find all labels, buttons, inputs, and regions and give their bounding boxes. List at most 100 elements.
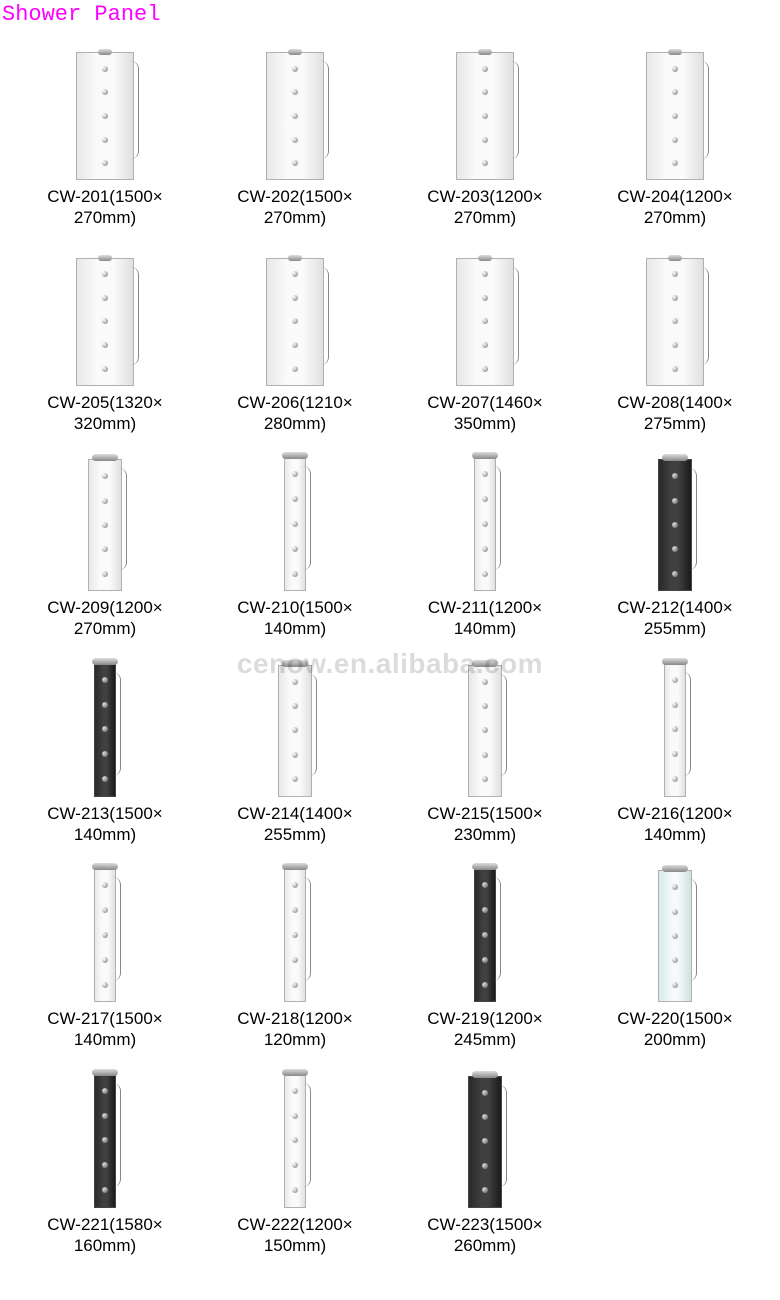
shower-head-icon xyxy=(98,255,112,261)
shower-panel-icon xyxy=(474,868,496,1002)
product-thumb xyxy=(76,241,134,386)
knob-icon xyxy=(102,776,108,782)
product-cell[interactable]: CW-220(1500×200mm) xyxy=(580,857,770,1051)
knob-icon xyxy=(672,295,678,301)
hose-icon xyxy=(113,672,121,776)
product-label-line2: 255mm) xyxy=(237,824,352,845)
product-cell[interactable]: CW-210(1500×140mm) xyxy=(200,446,390,640)
knob-icon xyxy=(292,571,298,577)
shower-head-icon xyxy=(92,454,118,461)
product-cell[interactable]: CW-201(1500×270mm) xyxy=(10,35,200,229)
product-label-line1: CW-205(1320× xyxy=(47,392,162,413)
product-label-line2: 270mm) xyxy=(427,207,542,228)
knob-icon xyxy=(292,521,298,527)
knob-icon xyxy=(482,1187,488,1193)
product-cell[interactable]: CW-213(1500×140mm) xyxy=(10,652,200,846)
shower-head-icon xyxy=(668,49,682,55)
product-cell[interactable]: CW-206(1210×280mm) xyxy=(200,241,390,435)
shower-panel-icon xyxy=(266,52,324,180)
hose-icon xyxy=(499,1085,507,1187)
product-label-line2: 150mm) xyxy=(237,1235,352,1256)
knob-icon xyxy=(292,342,298,348)
product-cell[interactable]: CW-216(1200×140mm) xyxy=(580,652,770,846)
product-label: CW-222(1200×150mm) xyxy=(237,1214,352,1257)
product-cell[interactable]: CW-205(1320×320mm) xyxy=(10,241,200,435)
knob-icon xyxy=(292,932,298,938)
knob-icon xyxy=(672,884,678,890)
product-cell[interactable]: CW-207(1460×350mm) xyxy=(390,241,580,435)
product-label-line2: 280mm) xyxy=(237,413,352,434)
knob-icon xyxy=(482,137,488,143)
product-cell[interactable]: CW-208(1400×275mm) xyxy=(580,241,770,435)
product-cell[interactable]: CW-222(1200×150mm) xyxy=(200,1063,390,1257)
product-label: CW-211(1200×140mm) xyxy=(428,597,542,640)
product-label: CW-214(1400×255mm) xyxy=(237,803,352,846)
hose-icon xyxy=(119,468,127,570)
shower-panel-icon xyxy=(474,457,496,591)
product-cell[interactable]: CW-211(1200×140mm) xyxy=(390,446,580,640)
knob-icon xyxy=(672,113,678,119)
product-thumb xyxy=(474,446,496,591)
knob-icon xyxy=(102,677,108,683)
shower-panel-icon xyxy=(658,459,692,591)
knob-icon xyxy=(102,1187,108,1193)
shower-head-icon xyxy=(668,255,682,261)
knob-icon xyxy=(292,318,298,324)
knob-icon xyxy=(102,366,108,372)
product-cell[interactable]: CW-219(1200×245mm) xyxy=(390,857,580,1051)
product-thumb xyxy=(658,857,692,1002)
knob-icon xyxy=(482,471,488,477)
product-label: CW-213(1500×140mm) xyxy=(47,803,162,846)
knob-icon xyxy=(672,66,678,72)
knob-icon xyxy=(102,907,108,913)
product-cell[interactable]: CW-221(1580×160mm) xyxy=(10,1063,200,1257)
shower-head-icon xyxy=(92,1069,118,1076)
knob-icon xyxy=(672,776,678,782)
product-grid: CW-201(1500×270mm)CW-202(1500×270mm)CW-2… xyxy=(0,35,780,1256)
knob-icon xyxy=(292,982,298,988)
product-cell[interactable]: CW-214(1400×255mm) xyxy=(200,652,390,846)
product-thumb xyxy=(456,35,514,180)
knob-icon xyxy=(672,933,678,939)
product-cell[interactable]: CW-212(1400×255mm) xyxy=(580,446,770,640)
product-label-line1: CW-215(1500× xyxy=(427,803,542,824)
knob-icon xyxy=(672,318,678,324)
product-label-line1: CW-207(1460× xyxy=(427,392,542,413)
product-cell[interactable]: CW-204(1200×270mm) xyxy=(580,35,770,229)
shower-head-icon xyxy=(472,1071,498,1078)
knob-icon xyxy=(292,295,298,301)
hose-icon xyxy=(701,267,709,365)
product-cell[interactable]: CW-203(1200×270mm) xyxy=(390,35,580,229)
knob-icon xyxy=(102,522,108,528)
page-title: Shower Panel xyxy=(0,0,780,35)
shower-head-icon xyxy=(92,658,118,665)
shower-panel-icon xyxy=(658,870,692,1002)
hose-icon xyxy=(303,466,311,570)
shower-head-icon xyxy=(662,658,688,665)
product-label-line1: CW-218(1200× xyxy=(237,1008,352,1029)
knob-icon xyxy=(292,89,298,95)
product-label-line1: CW-209(1200× xyxy=(47,597,162,618)
shower-panel-icon xyxy=(76,258,134,386)
knob-icon xyxy=(482,1114,488,1120)
knob-icon xyxy=(292,546,298,552)
product-label-line1: CW-202(1500× xyxy=(237,186,352,207)
product-label: CW-220(1500×200mm) xyxy=(617,1008,732,1051)
product-label: CW-217(1500×140mm) xyxy=(47,1008,162,1051)
knob-icon xyxy=(672,546,678,552)
product-cell[interactable]: CW-215(1500×230mm) xyxy=(390,652,580,846)
hose-icon xyxy=(113,1083,121,1187)
knob-icon xyxy=(482,318,488,324)
product-thumb xyxy=(88,446,122,591)
product-label-line1: CW-211(1200× xyxy=(428,597,542,618)
product-label-line1: CW-208(1400× xyxy=(617,392,732,413)
product-cell[interactable]: CW-223(1500×260mm) xyxy=(390,1063,580,1257)
knob-icon xyxy=(292,1113,298,1119)
product-thumb xyxy=(94,857,116,1002)
hose-icon xyxy=(131,61,139,159)
product-cell[interactable]: CW-218(1200×120mm) xyxy=(200,857,390,1051)
product-cell[interactable]: CW-209(1200×270mm) xyxy=(10,446,200,640)
product-cell[interactable]: CW-202(1500×270mm) xyxy=(200,35,390,229)
shower-head-icon xyxy=(282,1069,308,1076)
product-cell[interactable]: CW-217(1500×140mm) xyxy=(10,857,200,1051)
